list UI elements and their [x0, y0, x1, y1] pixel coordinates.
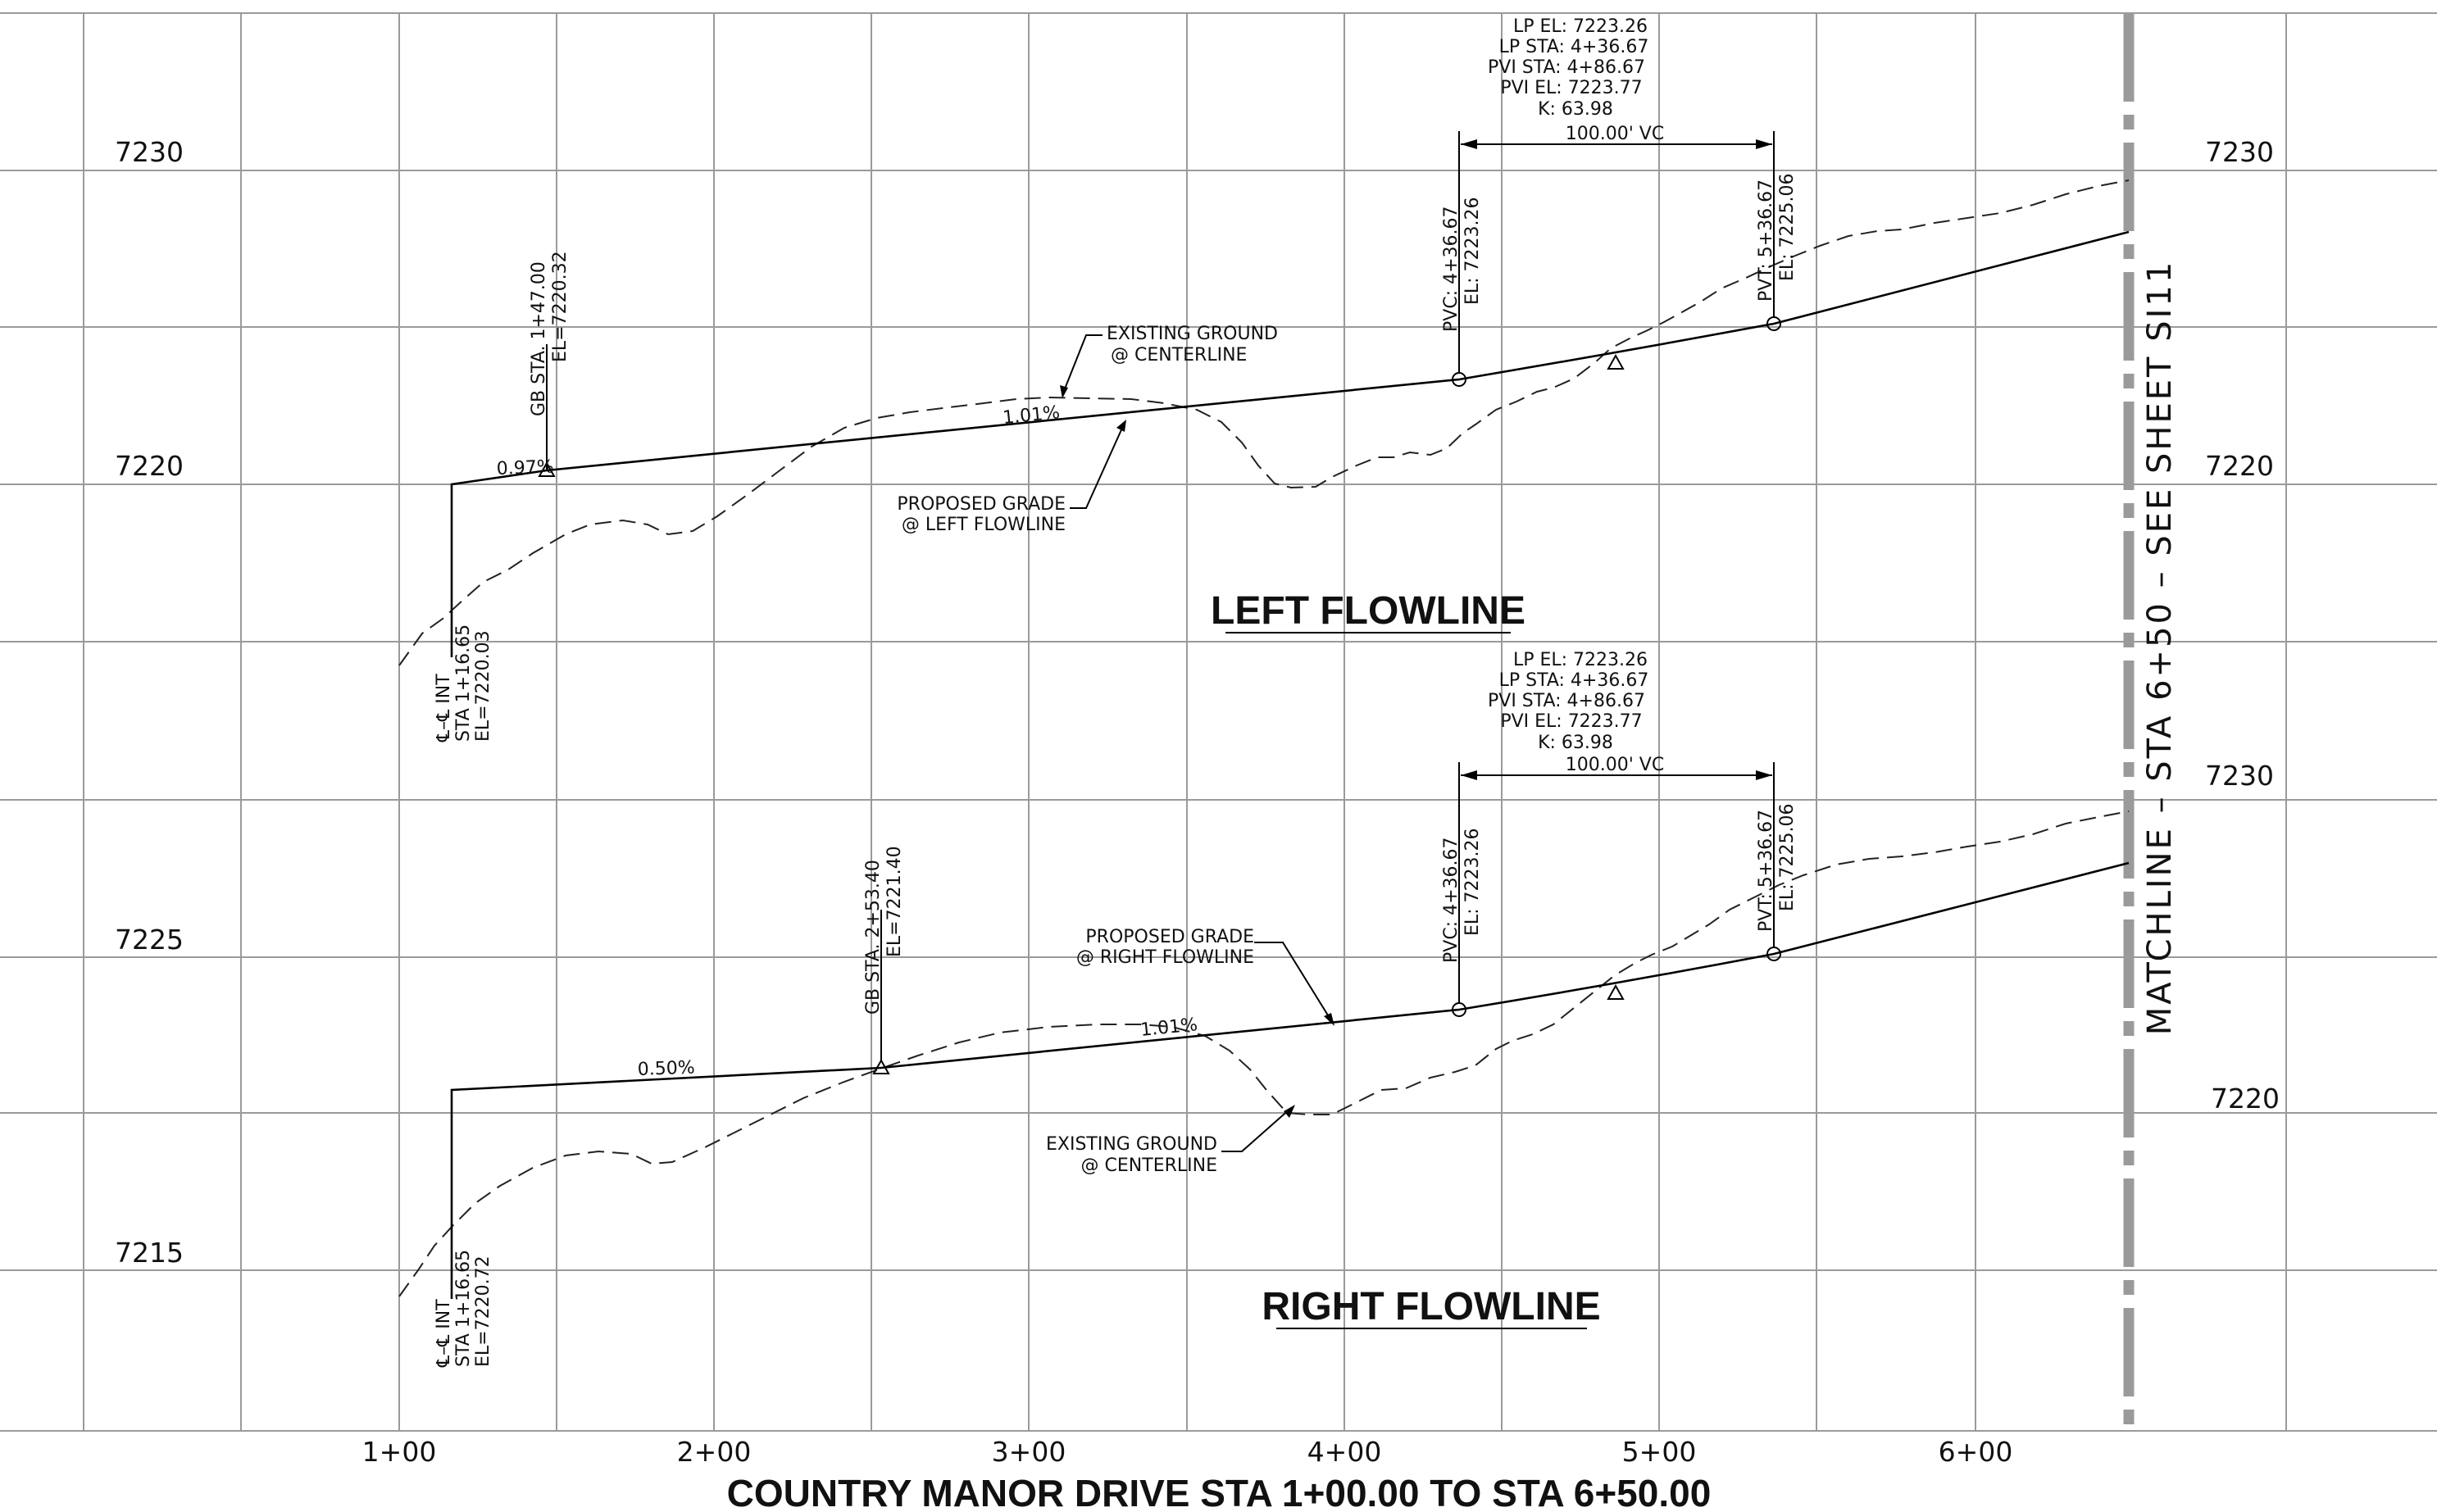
grade-percent-start: 0.50% — [637, 1058, 695, 1080]
pvt-elevation: EL: 7225.06 — [1777, 173, 1798, 281]
elev-label-left-7225: 7225 — [115, 924, 184, 956]
pvi-marker — [1607, 983, 1625, 1000]
proposed-grade-line — [450, 230, 2130, 657]
matchline: MATCHLINE – STA 6+50 – SEE SHEET SI11 — [2123, 13, 2179, 1431]
existing-ground-line — [398, 810, 2130, 1297]
elev-label-left-7215: 7215 — [115, 1237, 184, 1269]
grid — [0, 12, 2437, 1432]
pvc-station: PVC: 4+36.67 — [1441, 207, 1462, 333]
station-label: 5+00 — [1622, 1436, 1697, 1468]
grade-break-station: GB STA. 1+47.00 — [529, 261, 549, 416]
station-label: 3+00 — [992, 1436, 1066, 1468]
existing-ground-note-line1: EXISTING GROUND — [1046, 1134, 1217, 1155]
pvc-station: PVC: 4+36.67 — [1441, 838, 1462, 964]
elev-label-right-7220-bottom: 7220 — [2211, 1083, 2280, 1115]
grade-break-station: GB STA. 2+53.40 — [863, 860, 884, 1015]
right-flowline-profile: LP EL: 7223.26 LP STA: 4+36.67 PVI STA: … — [398, 650, 2130, 1368]
pvt-elevation: EL: 7225.06 — [1777, 803, 1798, 911]
existing-ground-note-line2: @ CENTERLINE — [1081, 1156, 1217, 1176]
curve-k-value: K: 63.98 — [1538, 99, 1613, 120]
pvt-station: PVT: 5+36.67 — [1756, 179, 1776, 302]
intersection-label: ℄–℄ INT — [434, 1299, 454, 1368]
intersection-station: STA 1+16.65 — [453, 624, 474, 742]
station-label: 1+00 — [362, 1436, 437, 1468]
grade-break-elevation: EL=7220.32 — [550, 251, 571, 362]
profile-title-right: RIGHT FLOWLINE — [1262, 1285, 1600, 1328]
existing-ground-note-line1: EXISTING GROUND — [1107, 324, 1278, 344]
intersection-elevation: EL=7220.03 — [473, 630, 493, 742]
pvt-station: PVT: 5+36.67 — [1756, 810, 1776, 932]
drawing-title: COUNTRY MANOR DRIVE STA 1+00.00 TO STA 6… — [727, 1472, 1712, 1512]
matchline-label: MATCHLINE – STA 6+50 – SEE SHEET SI11 — [2141, 260, 2179, 1036]
proposed-grade-note-line2: @ RIGHT FLOWLINE — [1076, 947, 1254, 968]
intersection-station: STA 1+16.65 — [453, 1250, 474, 1367]
grade-break-marker — [872, 1058, 890, 1074]
elev-label-left-7220: 7220 — [115, 450, 184, 482]
pvi-marker — [1607, 353, 1625, 370]
existing-ground-note-line2: @ CENTERLINE — [1111, 345, 1247, 366]
elev-label-right-7230-top: 7230 — [2205, 136, 2274, 168]
curve-lp-el: LP EL: 7223.26 — [1513, 650, 1648, 670]
pvc-elevation: EL: 7223.26 — [1462, 197, 1483, 305]
grade-percent-start: 0.97% — [496, 457, 554, 479]
intersection-label: ℄–℄ INT — [434, 674, 454, 742]
proposed-grade-line — [450, 861, 2130, 1299]
curve-pvi-sta: PVI STA: 4+86.67 — [1488, 691, 1645, 711]
station-label: 4+00 — [1307, 1436, 1382, 1468]
station-label: 2+00 — [677, 1436, 752, 1468]
curve-k-value: K: 63.98 — [1538, 733, 1613, 753]
curve-pvi-el: PVI EL: 7223.77 — [1500, 78, 1642, 98]
station-label: 6+00 — [1939, 1436, 2013, 1468]
curve-lp-sta: LP STA: 4+36.67 — [1499, 37, 1649, 57]
elev-label-right-7220-top: 7220 — [2205, 450, 2274, 482]
left-flowline-profile: LP EL: 7223.26 LP STA: 4+36.67 PVI STA: … — [398, 16, 2130, 742]
existing-ground-line — [398, 179, 2130, 666]
proposed-grade-note-line2: @ LEFT FLOWLINE — [902, 515, 1066, 535]
vertical-curve-length: 100.00' VC — [1566, 755, 1664, 775]
elevation-labels: 7230 7220 7225 7215 7230 7220 7230 7220 — [115, 136, 2280, 1269]
proposed-grade-note-line1: PROPOSED GRADE — [897, 494, 1066, 515]
grade-percent-main: 1.01% — [1002, 402, 1061, 429]
curve-lp-el: LP EL: 7223.26 — [1513, 16, 1648, 37]
grade-break-elevation: EL=7221.40 — [884, 846, 905, 957]
curve-pvi-el: PVI EL: 7223.77 — [1500, 711, 1642, 732]
vertical-curve-length: 100.00' VC — [1566, 124, 1664, 144]
elev-label-left-7230: 7230 — [115, 136, 184, 168]
intersection-elevation: EL=7220.72 — [473, 1255, 493, 1367]
elev-label-right-7230-bottom: 7230 — [2205, 760, 2274, 792]
curve-pvi-sta: PVI STA: 4+86.67 — [1488, 57, 1645, 78]
grade-break-marker — [538, 461, 556, 477]
proposed-grade-note-line1: PROPOSED GRADE — [1085, 927, 1254, 947]
profile-title-left: LEFT FLOWLINE — [1211, 589, 1525, 633]
station-labels: 1+00 2+00 3+00 4+00 5+00 6+00 — [362, 1436, 2013, 1468]
curve-lp-sta: LP STA: 4+36.67 — [1499, 670, 1649, 691]
pvc-elevation: EL: 7223.26 — [1462, 828, 1483, 936]
